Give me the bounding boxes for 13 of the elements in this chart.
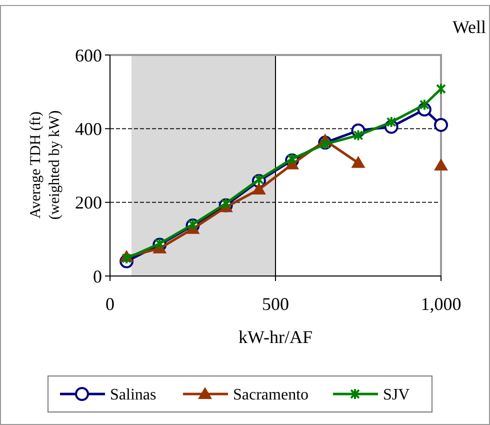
y-tick-label: 400 <box>75 118 102 139</box>
y-axis-title: Average TDH (ft) (weighted by kW) <box>28 110 63 220</box>
x-tick-label: 0 <box>106 294 114 314</box>
y-tick-label: 200 <box>75 192 102 213</box>
x-axis-title: kW-hr/AF <box>238 327 312 347</box>
legend-label: Sacramento <box>233 386 309 404</box>
x-tick-label: 500 <box>262 294 289 314</box>
legend-label: Salinas <box>110 386 156 404</box>
legend-label: SJV <box>383 386 410 404</box>
y-tick-label: 0 <box>93 266 102 286</box>
chart-title: Well <box>452 17 486 37</box>
x-tick-label: 1,000 <box>420 294 462 314</box>
y-tick-label: 600 <box>75 45 102 66</box>
